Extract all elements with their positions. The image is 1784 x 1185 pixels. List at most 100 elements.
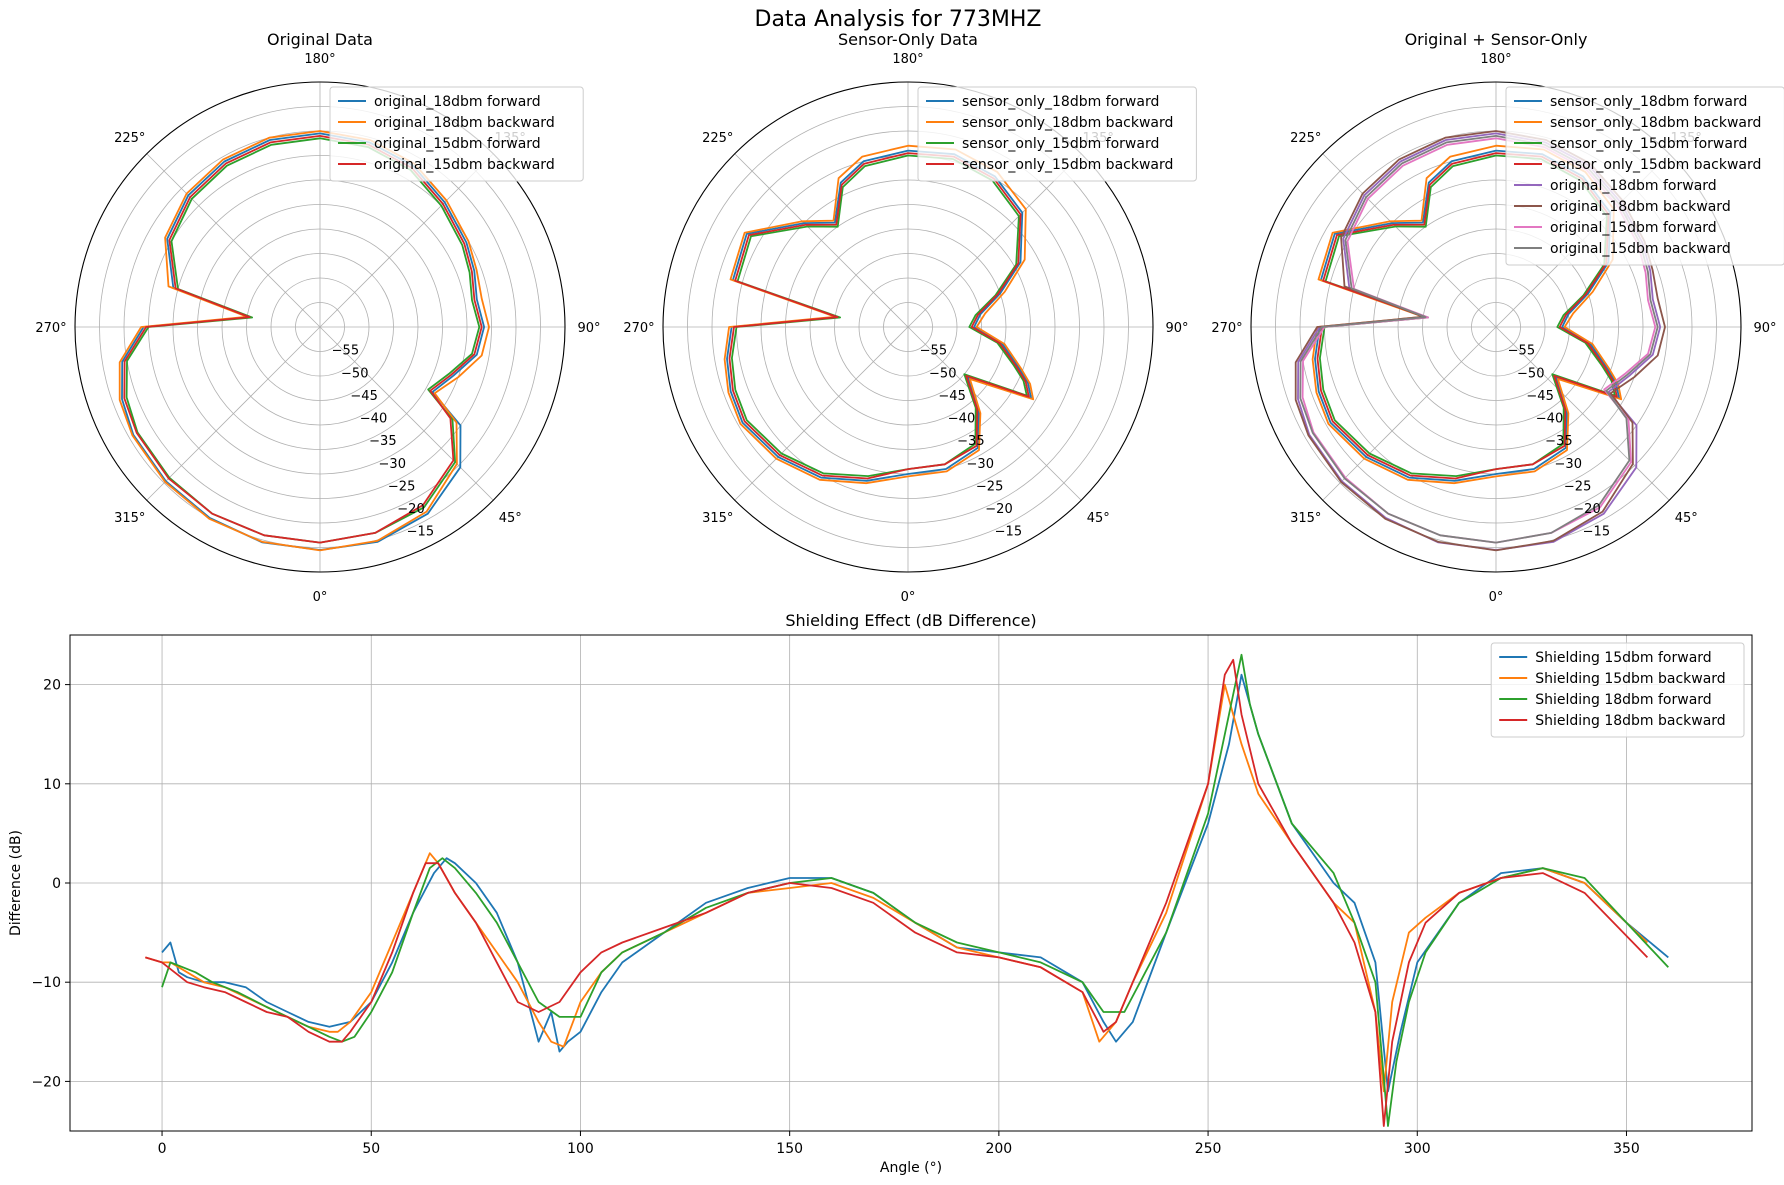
polar-r-tick-label: −45 [1526,389,1553,404]
polar-legend-label: sensor_only_18dbm forward [1550,94,1747,110]
polar-legend-label: original_18dbm forward [374,94,541,110]
line-x-tick-label: 300 [1404,1141,1431,1157]
polar-legend-label: original_15dbm forward [1550,220,1717,236]
polar-legend-box [917,86,1197,182]
polar-chart-title: Original + Sensor-Only [1405,30,1588,49]
polar-theta-tick-label: 315° [1290,511,1321,526]
polar-legend-label: sensor_only_15dbm backward [962,157,1173,173]
polar-r-tick-label: −55 [332,344,359,359]
polar-chart-title: Sensor-Only Data [838,30,978,49]
polar-r-tick-label: −20 [985,502,1012,517]
polar-grid-spoke [1495,326,1670,501]
line-x-tick-label: 0 [158,1141,167,1157]
polar-legend-label: original_15dbm backward [1550,241,1731,257]
line-y-tick-label: 20 [43,678,61,694]
polar-theta-tick-label: 180° [1480,52,1511,67]
line-x-tick-label: 150 [776,1141,803,1157]
polar-r-tick-label: −25 [1564,479,1591,494]
polar-theta-tick-label: 90° [1753,321,1776,336]
polar-legend-box [329,86,584,182]
polar-r-tick-label: −15 [407,525,434,540]
line-series-shielding-15dbm-forward [161,673,1669,1093]
polar-legend-label: original_15dbm backward [374,157,555,173]
polar-r-tick-label: −50 [1517,366,1544,381]
polar-grid-spoke [907,153,1082,328]
polar-r-tick-label: −50 [929,366,956,381]
polar-grid-spoke [734,326,909,501]
polar-frame [1250,81,1742,573]
polar-chart-combined: 0°45°90°135°180°225°270°315°−55−50−45−40… [1211,30,1784,605]
polar-r-tick-label: −15 [1583,525,1610,540]
line-series-shielding-18dbm-backward [145,658,1649,1127]
line-y-axis-label: Difference (dB) [8,830,24,936]
line-legend-box [1490,642,1745,738]
polar-legend-label: sensor_only_15dbm backward [1550,157,1761,173]
polar-legend-label: sensor_only_18dbm backward [1550,115,1761,131]
polar-legend-label: original_18dbm backward [1550,199,1731,215]
polar-grid-spoke [319,326,494,501]
polar-r-tick-label: −35 [957,434,984,449]
polar-theta-tick-label: 0° [901,590,916,605]
line-legend-label: Shielding 18dbm backward [1535,713,1726,729]
polar-theta-tick-label: 270° [623,321,654,336]
line-legend-label: Shielding 15dbm backward [1535,671,1726,687]
polar-theta-tick-label: 45° [1087,511,1110,526]
polar-r-tick-label: −20 [1573,502,1600,517]
polar-r-tick-label: −30 [1555,457,1582,472]
polar-r-tick-label: −40 [948,412,975,427]
line-x-tick-label: 200 [985,1141,1012,1157]
line-x-tick-label: 250 [1195,1141,1222,1157]
polar-grid-spoke [146,326,321,501]
polar-theta-tick-label: 180° [892,52,923,67]
polar-grid-spoke [319,153,494,328]
polar-legend-label: sensor_only_15dbm forward [1550,136,1747,152]
polar-grid-spoke [907,326,1082,501]
polar-legend-label: sensor_only_18dbm backward [962,115,1173,131]
polar-theta-tick-label: 180° [304,52,335,67]
line-y-tick-label: 0 [52,876,61,892]
polar-chart-title: Original Data [267,30,373,49]
line-legend-label: Shielding 18dbm forward [1535,692,1712,708]
polar-theta-tick-label: 270° [1211,321,1242,336]
polar-theta-tick-label: 225° [114,131,145,146]
polar-r-tick-label: −35 [369,434,396,449]
polar-r-tick-label: −30 [967,457,994,472]
polar-theta-tick-label: 45° [499,511,522,526]
line-y-tick-label: −20 [31,1074,61,1090]
polar-grid-spoke [1322,326,1497,501]
line-chart-title: Shielding Effect (dB Difference) [785,611,1036,630]
polar-grid-spoke [146,153,321,328]
shielding-line-chart: 0 50 100 150 200 250 300 350 −20 −10 0 10 20 Shieldin… [8,611,1753,1176]
polar-theta-tick-label: 45° [1675,511,1698,526]
polar-r-tick-label: −25 [976,479,1003,494]
polar-r-tick-label: −35 [1545,434,1572,449]
polar-r-tick-label: −55 [1508,344,1535,359]
line-x-tick-label: 350 [1613,1141,1640,1157]
polar-theta-tick-label: 270° [35,321,66,336]
polar-r-tick-label: −40 [1536,412,1563,427]
polar-r-tick-label: −50 [341,366,368,381]
polar-r-tick-label: −55 [920,344,947,359]
polar-theta-tick-label: 0° [1489,590,1504,605]
polar-r-tick-label: −30 [379,457,406,472]
polar-theta-tick-label: 90° [577,321,600,336]
line-y-tick-label: 10 [43,777,61,793]
polar-theta-tick-label: 315° [114,511,145,526]
polar-legend-label: original_15dbm forward [374,136,541,152]
polar-legend-box [1505,86,1784,266]
figure-title: Data Analysis for 773MHZ [755,7,1042,32]
polar-theta-tick-label: 315° [702,511,733,526]
polar-chart-original: 0°45°90°135°180°225°270°315°−55−50−45−40… [35,30,600,605]
polar-grid-spoke [1322,153,1497,328]
polar-theta-tick-label: 225° [702,131,733,146]
polar-r-tick-label: −20 [397,502,424,517]
polar-theta-tick-label: 0° [313,590,328,605]
line-x-tick-label: 100 [567,1141,594,1157]
polar-r-tick-label: −15 [995,525,1022,540]
polar-frame [662,81,1154,573]
line-x-axis-label: Angle (°) [880,1160,942,1176]
polar-theta-tick-label: 90° [1165,321,1188,336]
polar-r-tick-label: −25 [388,479,415,494]
